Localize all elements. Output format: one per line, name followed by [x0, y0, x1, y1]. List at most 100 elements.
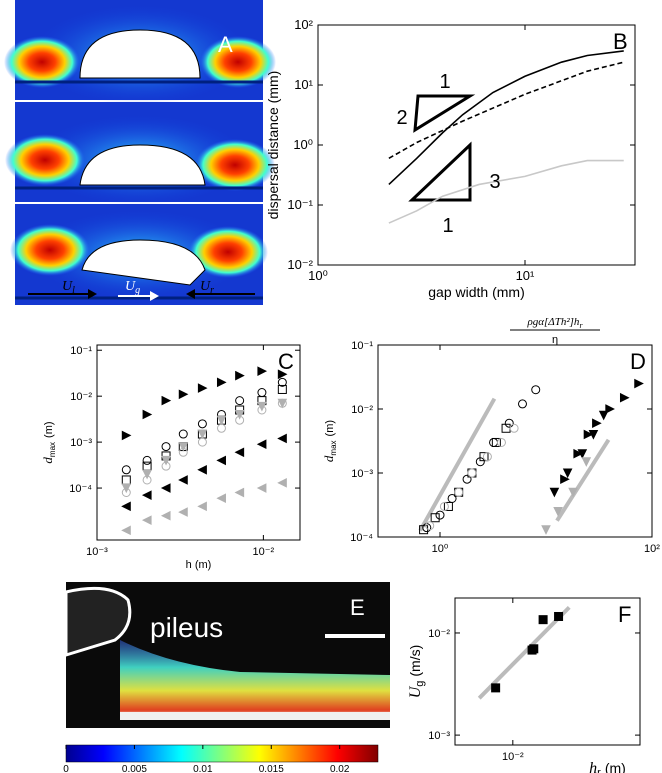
marker — [178, 475, 188, 485]
subscript: r — [597, 767, 601, 773]
panel-letter: C — [278, 349, 294, 374]
symbol: d — [40, 457, 55, 464]
marker — [178, 429, 188, 439]
symbol: d — [321, 455, 336, 462]
marker — [197, 419, 207, 429]
y-tick-label: 10⁻² — [351, 404, 373, 416]
marker — [121, 465, 131, 475]
y-tick-label: 10⁻³ — [351, 468, 373, 480]
marker — [216, 377, 227, 388]
colorbar — [65, 744, 379, 763]
marker — [277, 478, 287, 488]
panel-e: pileus E — [64, 582, 390, 763]
y-tick-label: 10⁻³ — [428, 730, 450, 742]
subscript: l — [72, 285, 75, 296]
marker — [531, 385, 541, 395]
marker — [496, 437, 506, 447]
panel-letter: F — [618, 602, 631, 627]
marker — [277, 398, 287, 408]
series-line — [477, 605, 571, 700]
marker — [568, 487, 578, 498]
marker — [560, 474, 570, 485]
series-line — [555, 438, 611, 522]
arrow-label: Ug — [125, 279, 140, 296]
plot-frame — [377, 344, 653, 538]
unit: (m/s) — [407, 645, 423, 677]
y-tick-label: 10⁰ — [293, 137, 313, 152]
marker — [197, 383, 208, 393]
marker — [178, 447, 188, 457]
slope-label: 1 — [439, 71, 450, 93]
axis-label: dmax (m) — [321, 420, 338, 462]
marker — [577, 449, 588, 459]
x-tick-label: 10⁻³ — [86, 546, 108, 558]
axis-label: dmax (m) — [40, 421, 57, 463]
marker — [160, 483, 171, 493]
marker — [592, 418, 602, 429]
axis-label: dispersal distance (mm) — [265, 71, 281, 220]
marker — [554, 611, 564, 621]
marker — [491, 437, 501, 447]
colorbar-tick-label: 0 — [63, 764, 69, 773]
symbol: U — [407, 685, 424, 698]
y-tick-label: 10⁻¹ — [70, 345, 92, 357]
marker — [443, 501, 453, 511]
marker — [197, 501, 207, 512]
marker — [216, 493, 226, 504]
marker — [197, 464, 207, 475]
x-tick-label: 10¹ — [516, 268, 535, 283]
marker — [142, 409, 153, 420]
marker — [142, 475, 152, 485]
colorbar-tick-label: 0.015 — [259, 764, 284, 773]
marker — [160, 510, 171, 521]
panel-a: A Ul Ug Ur — [4, 0, 276, 305]
series-line — [418, 397, 497, 532]
marker — [509, 423, 519, 433]
marker — [562, 468, 573, 479]
marker — [581, 457, 592, 467]
marker — [422, 523, 432, 533]
y-tick-label: 10⁻¹ — [287, 197, 313, 212]
plot-frame — [454, 597, 641, 746]
subscript: r — [210, 285, 214, 296]
panel-letter: E — [350, 595, 365, 620]
y-tick-label: 10⁻³ — [70, 437, 92, 449]
colorbar-tick-label: 0.005 — [122, 764, 147, 773]
marker — [234, 409, 245, 420]
marker — [121, 475, 131, 485]
subscript: max — [48, 442, 57, 457]
marker — [235, 415, 245, 425]
marker — [178, 507, 188, 517]
marker — [598, 410, 609, 421]
x-tick-label: 10² — [644, 543, 660, 555]
arrow-label: Ur — [200, 279, 214, 296]
marker — [142, 455, 152, 465]
y-tick-label: 10⁻² — [428, 628, 450, 640]
marker — [553, 507, 563, 517]
marker — [121, 430, 132, 441]
marker — [141, 515, 152, 525]
x-tick-label: 10⁻² — [253, 546, 275, 558]
marker — [142, 469, 152, 480]
marker — [216, 455, 226, 466]
marker — [216, 423, 226, 433]
slope-label: 1 — [442, 215, 453, 237]
sim-strip — [10, 204, 268, 305]
marker — [475, 457, 485, 467]
marker — [257, 405, 267, 415]
slope-triangles — [408, 94, 476, 202]
subscript: max — [329, 440, 338, 455]
marker — [235, 396, 245, 406]
marker — [121, 488, 131, 498]
marker — [573, 448, 584, 459]
marker — [257, 366, 268, 376]
axis-label: h (m) — [186, 559, 212, 571]
subscript: r — [579, 321, 583, 330]
x-tick-label: 10⁰ — [432, 543, 449, 555]
panel-letter: B — [613, 29, 628, 54]
marker — [541, 525, 551, 535]
marker — [161, 461, 171, 471]
y-tick-label: 10² — [294, 17, 313, 32]
y-tick-label: 10⁻² — [287, 257, 313, 272]
